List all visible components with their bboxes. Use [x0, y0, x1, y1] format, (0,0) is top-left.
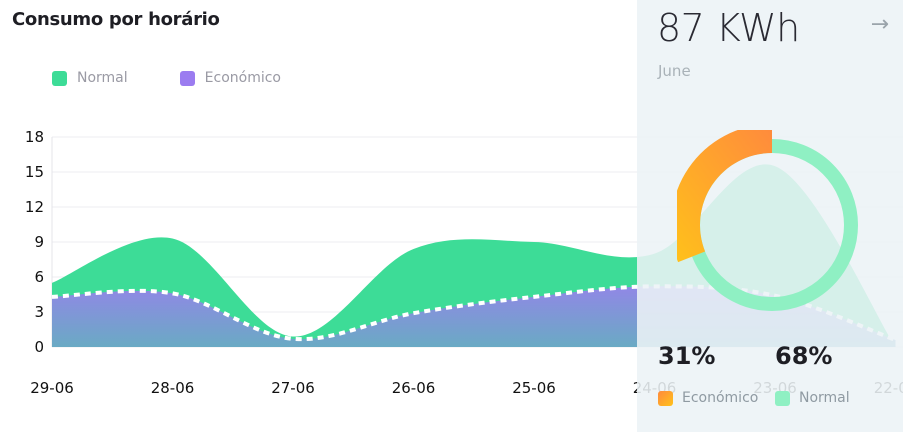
- y-tick-label: 6: [34, 268, 44, 286]
- y-tick-label: 15: [25, 163, 44, 181]
- panel-legend-economico: Económico: [658, 390, 758, 406]
- legend-label-normal: Normal: [77, 70, 128, 86]
- y-tick-label: 9: [34, 233, 44, 251]
- panel-legend-label-economico: Económico: [682, 390, 759, 406]
- x-tick-label: 25-06: [512, 379, 556, 397]
- total-consumption: 87 KWh: [657, 6, 800, 50]
- x-tick-label: 27-06: [271, 379, 315, 397]
- x-tick-label: 29-06: [30, 379, 74, 397]
- legend-label-economico: Económico: [204, 70, 281, 86]
- panel-legend-normal: Normal: [775, 390, 850, 406]
- y-tick-label: 0: [34, 338, 44, 356]
- panel-legend-label-normal: Normal: [799, 390, 850, 406]
- y-tick-label: 12: [25, 198, 44, 216]
- legend-swatch-economico: [179, 70, 195, 86]
- series-line-economico: [51, 284, 897, 342]
- panel-swatch-economico: [658, 390, 673, 406]
- normal-percent: 68%: [775, 342, 833, 370]
- economico-percent: 31%: [658, 342, 716, 370]
- legend-item-normal[interactable]: Normal: [52, 70, 128, 86]
- summary-panel: 87 KWh June → 31% 68% Económico Normal: [637, 0, 903, 432]
- chart-title: Consumo por horário: [12, 9, 220, 30]
- y-tick-label: 3: [34, 303, 44, 321]
- donut-slice-economico[interactable]: [677, 130, 772, 263]
- arrow-right-icon[interactable]: →: [870, 12, 889, 37]
- x-tick-label: 28-06: [151, 379, 195, 397]
- month-label: June: [658, 62, 691, 80]
- panel-swatch-normal: [775, 390, 790, 406]
- x-tick-label: 26-06: [392, 379, 436, 397]
- legend-swatch-normal: [52, 70, 67, 86]
- chart-legend: Normal Económico: [52, 70, 333, 86]
- donut-chart: [677, 130, 858, 311]
- y-tick-label: 18: [25, 128, 44, 146]
- legend-item-economico[interactable]: Económico: [179, 70, 281, 86]
